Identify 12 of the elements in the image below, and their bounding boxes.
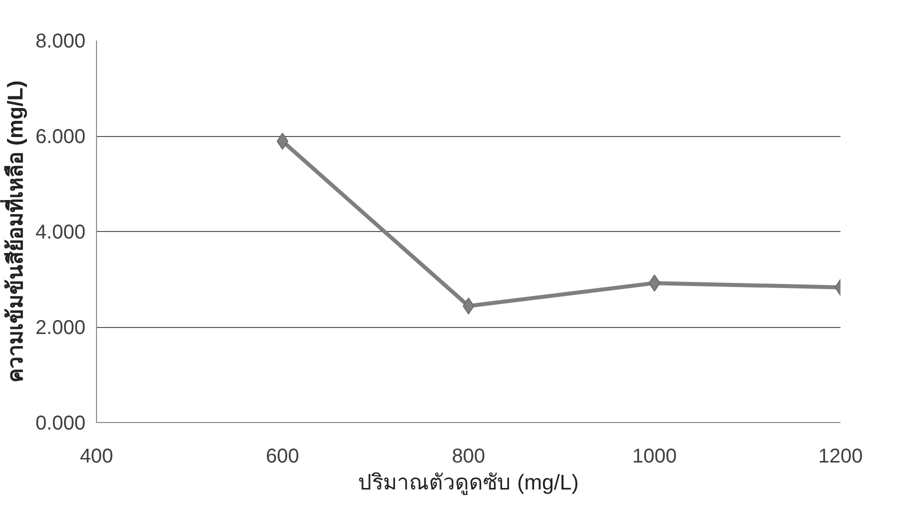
x-tick-label: 800 [452,446,486,468]
y-tick-label: 0.000 [35,412,86,434]
x-tick-label: 1000 [632,446,677,468]
y-tick-label: 2.000 [35,317,86,339]
x-axis-title: ปริมาณตัวดูดซับ (mg/L) [358,470,579,496]
x-tick-label: 400 [80,446,114,468]
x-tick-label: 600 [266,446,300,468]
y-tick-label: 8.000 [35,30,86,52]
x-tick-label: 1200 [818,446,863,468]
y-axis-title: ความเข้มข้นสีย้อมที่เหลือ (mg/L) [0,80,28,383]
y-tick-label: 6.000 [35,126,86,148]
y-tick-label: 4.000 [35,222,86,244]
